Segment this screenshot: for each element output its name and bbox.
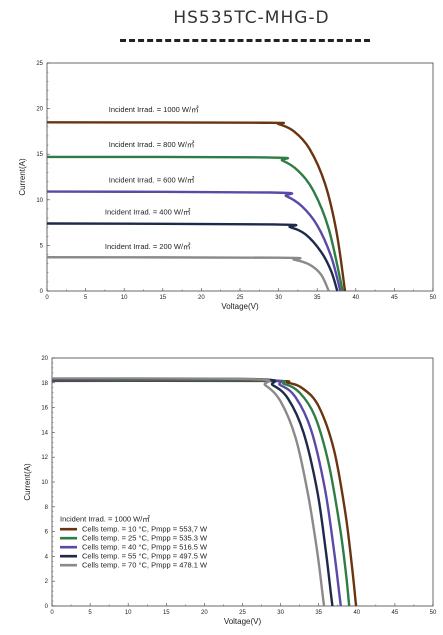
x-tick-label: 30: [275, 295, 282, 301]
x-tick-label: 10: [125, 610, 132, 616]
x-tick-label: 40: [353, 610, 360, 616]
y-tick-label: 20: [36, 107, 43, 113]
x-tick-label: 25: [239, 610, 246, 616]
series-line-5: [46, 256, 330, 292]
curve-label-2: Incident Irrad. = 800 W/㎡: [109, 140, 195, 149]
x-tick-label: 30: [277, 610, 284, 616]
series-line-3: [51, 378, 342, 607]
y-tick-label: 18: [41, 381, 48, 387]
curve-label-4: Incident Irrad. = 400 W/㎡: [105, 207, 191, 216]
x-tick-label: 50: [430, 295, 437, 301]
x-tick-label: 15: [159, 295, 166, 301]
y-tick-label: 2: [45, 579, 49, 585]
y-tick-label: 14: [41, 430, 48, 436]
series-line-2: [46, 155, 344, 292]
legend-entry-5: Cells temp. = 70 °C, Pmpp = 478.1 W: [82, 561, 208, 570]
y-tick-label: 5: [40, 243, 44, 249]
x-axis-label: Voltage(V): [221, 302, 259, 311]
y-tick-label: 4: [45, 554, 49, 560]
legend-entry-2: Cells temp. = 25 °C, Pmpp = 535.3 W: [82, 534, 208, 543]
x-tick-label: 35: [315, 610, 322, 616]
y-tick-label: 16: [41, 406, 48, 412]
curve-label-5: Incident Irrad. = 200 W/㎡: [105, 242, 191, 251]
y-tick-label: 8: [45, 505, 49, 511]
x-tick-label: 0: [45, 295, 49, 301]
x-tick-label: 25: [237, 295, 244, 301]
x-tick-label: 5: [84, 295, 88, 301]
title-underline: [120, 39, 370, 42]
y-tick-label: 25: [36, 61, 43, 67]
x-tick-label: 10: [121, 295, 128, 301]
x-tick-label: 50: [430, 610, 437, 616]
x-tick-label: 0: [50, 610, 54, 616]
y-tick-label: 15: [36, 152, 43, 158]
series-line-5: [51, 377, 326, 607]
series-line-1: [46, 121, 347, 292]
x-tick-label: 20: [201, 610, 208, 616]
y-tick-label: 12: [41, 455, 48, 461]
y-tick-label: 6: [45, 530, 49, 536]
legend-entry-4: Cells temp. = 55 °C, Pmpp = 497.5 W: [82, 552, 208, 561]
x-tick-label: 40: [352, 295, 359, 301]
curve-label-3: Incident Irrad. = 600 W/㎡: [109, 175, 195, 184]
legend-title: Incident Irrad. = 1000 W/㎡: [60, 515, 150, 524]
y-tick-label: 0: [45, 604, 49, 610]
x-tick-label: 15: [163, 610, 170, 616]
page-title: HS535TC-MHG-D: [173, 8, 330, 28]
legend-entry-1: Cells temp. = 10 °C, Pmpp = 553,7 W: [82, 525, 208, 534]
series-line-4: [51, 377, 334, 607]
series-line-3: [46, 190, 342, 292]
curve-label-1: Incident Irrad. = 1000 W/㎡: [109, 105, 199, 114]
y-tick-label: 10: [36, 198, 43, 204]
x-tick-label: 5: [88, 610, 92, 616]
x-axis-label: Voltage(V): [224, 617, 262, 626]
x-tick-label: 45: [391, 295, 398, 301]
x-tick-label: 35: [314, 295, 321, 301]
y-tick-label: 10: [41, 480, 48, 486]
y-tick-label: 20: [41, 356, 48, 362]
irradiance-iv-chart: 0 5 10 15 20 25 30 35 40 45 500510152025Voltage(V)…: [18, 61, 437, 311]
series-line-1: [51, 379, 358, 607]
y-tick-label: 0: [40, 289, 44, 295]
series-line-4: [46, 222, 339, 292]
x-tick-label: 45: [392, 610, 399, 616]
legend-entry-3: Cells temp. = 40 °C, Pmpp = 516.5 W: [82, 543, 208, 552]
y-axis-label: Current(A): [18, 158, 27, 196]
x-tick-label: 20: [198, 295, 205, 301]
y-axis-label: Current(A): [23, 463, 32, 501]
